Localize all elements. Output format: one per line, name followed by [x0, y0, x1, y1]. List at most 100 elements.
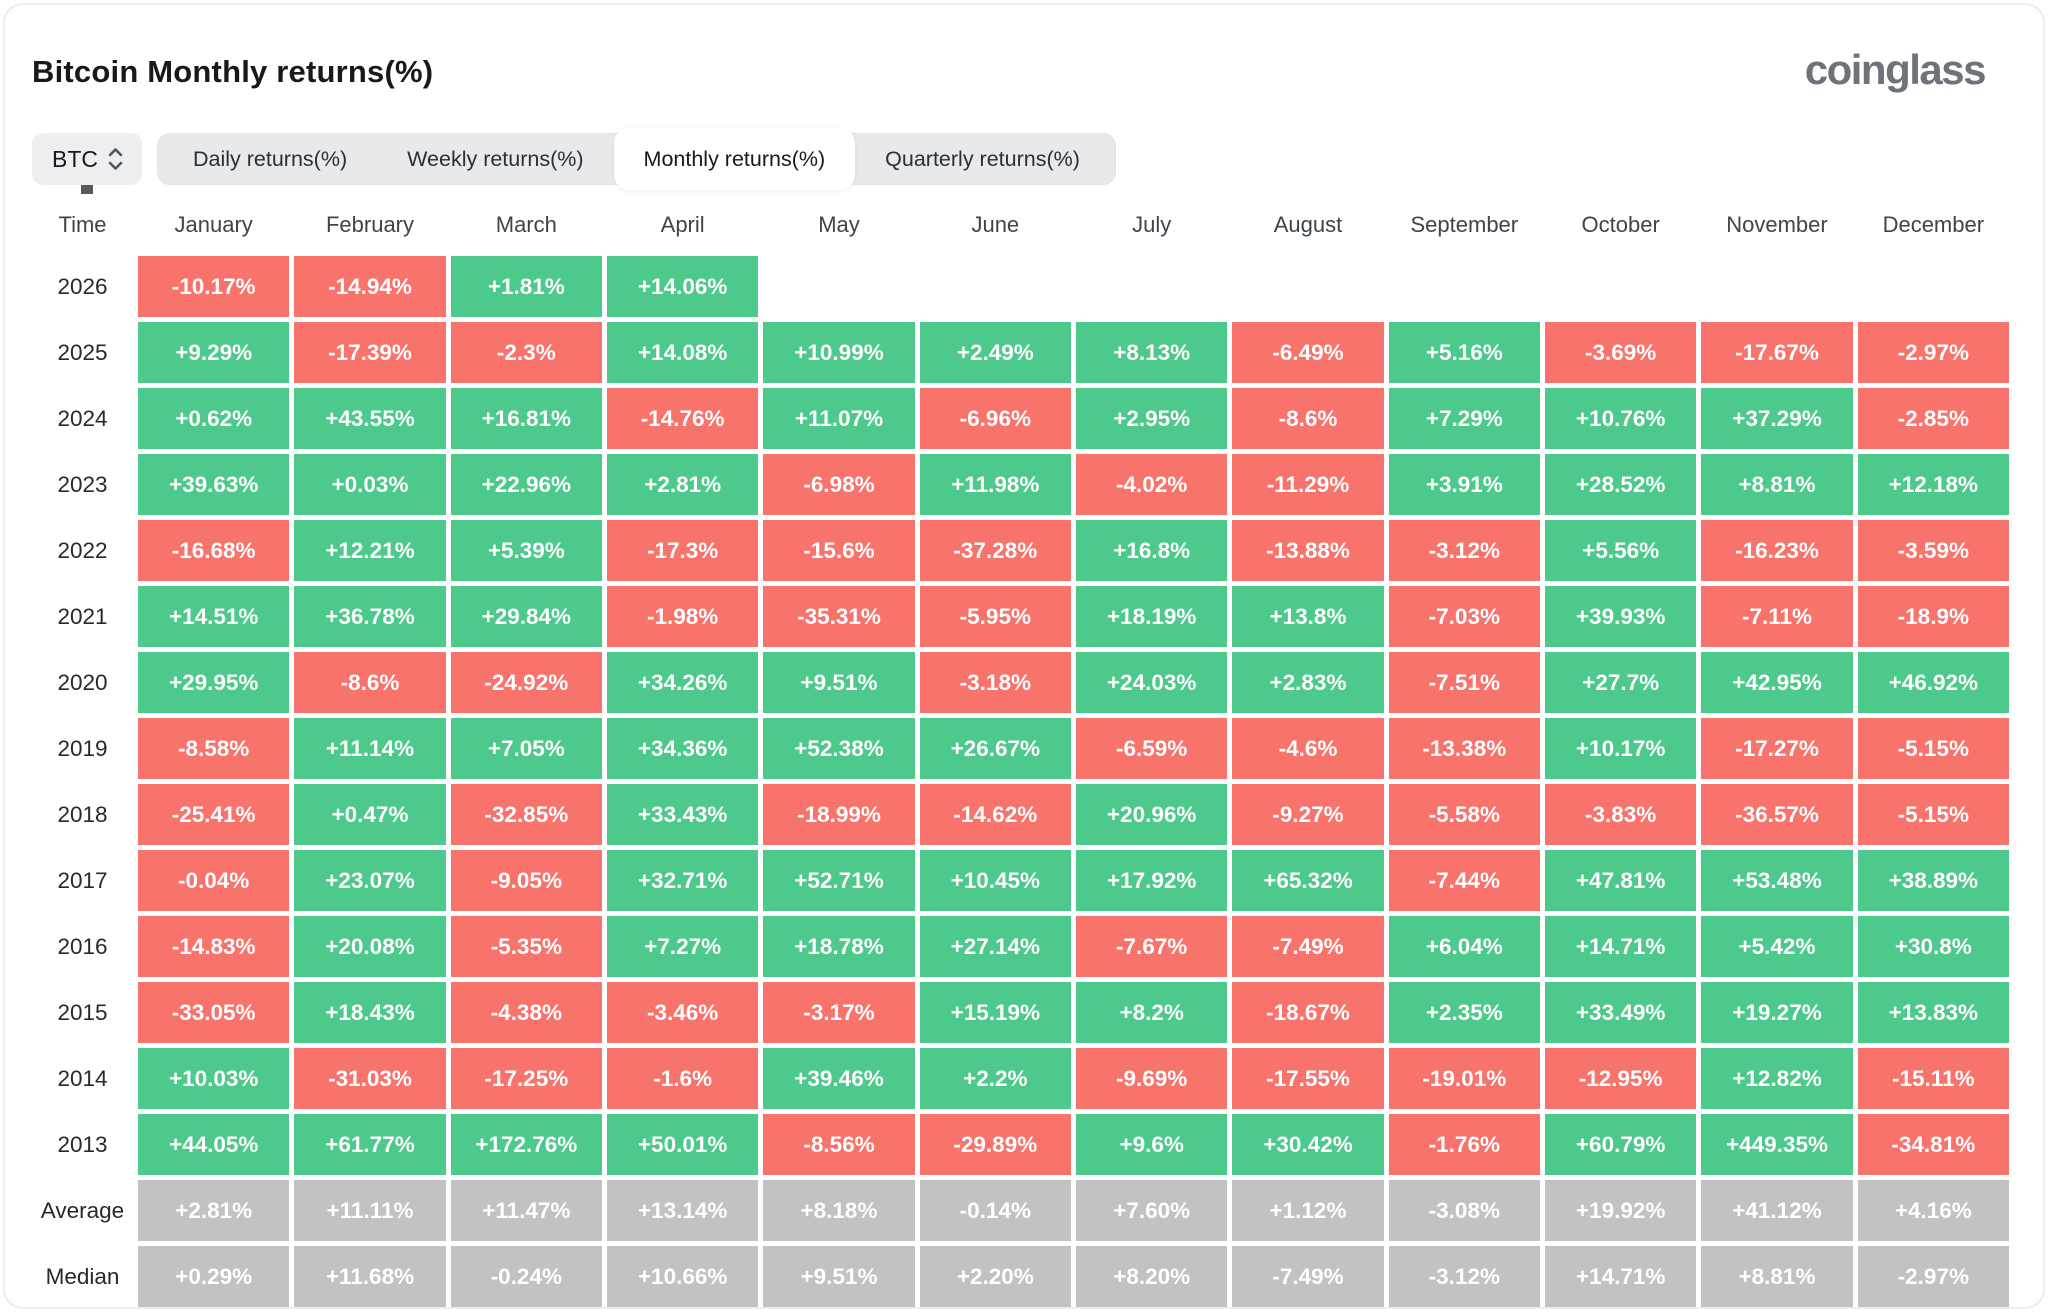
- return-cell: -3.69%: [1544, 322, 1697, 383]
- return-cell: +44.05%: [138, 1114, 290, 1175]
- page-title: Bitcoin Monthly returns(%): [32, 54, 434, 89]
- row-label: 2020: [57, 669, 108, 695]
- return-cell: +43.55%: [294, 388, 446, 449]
- return-cell: -7.51%: [1388, 652, 1540, 713]
- return-cell: +8.2%: [1075, 982, 1228, 1043]
- return-cell: +12.82%: [1701, 1048, 1853, 1109]
- return-cell: -3.08%: [1388, 1180, 1540, 1241]
- return-cell: -16.68%: [138, 520, 290, 581]
- return-cell: +12.21%: [294, 520, 446, 581]
- return-cell: +12.18%: [1857, 454, 2009, 515]
- return-cell: +9.29%: [138, 322, 290, 383]
- return-cell: -3.12%: [1388, 1246, 1540, 1307]
- return-cell: +18.43%: [294, 982, 446, 1043]
- return-cell: +61.77%: [294, 1114, 446, 1175]
- return-cell: -37.28%: [919, 520, 1071, 581]
- return-cell: +65.32%: [1232, 850, 1384, 911]
- return-cell: -5.58%: [1388, 784, 1540, 845]
- return-cell: +11.07%: [763, 388, 915, 449]
- return-cell: -18.9%: [1857, 586, 2009, 647]
- return-cell: -12.95%: [1544, 1048, 1697, 1109]
- return-cell: +2.49%: [919, 322, 1071, 383]
- return-cell: +17.92%: [1075, 850, 1228, 911]
- month-column-header: October: [1581, 212, 1660, 237]
- return-cell: -5.15%: [1857, 784, 2009, 845]
- row-label: 2014: [57, 1065, 108, 1091]
- month-column-header: June: [971, 212, 1020, 237]
- tab-weekly-returns[interactable]: Weekly returns(%): [407, 146, 584, 171]
- return-cell: -13.88%: [1232, 520, 1384, 581]
- return-cell: -17.67%: [1701, 322, 1853, 383]
- return-cell: -0.14%: [919, 1180, 1071, 1241]
- return-cell: -7.49%: [1232, 1246, 1384, 1307]
- empty-cell: [1545, 256, 1696, 317]
- return-cell: -18.99%: [763, 784, 915, 845]
- empty-cell: [763, 256, 914, 317]
- return-cell: +1.12%: [1232, 1180, 1384, 1241]
- return-cell: +449.35%: [1701, 1114, 1853, 1175]
- return-cell: +2.20%: [919, 1246, 1071, 1307]
- return-cell: +11.14%: [294, 718, 446, 779]
- return-cell: -1.76%: [1388, 1114, 1540, 1175]
- return-cell: +34.36%: [606, 718, 759, 779]
- return-cell: -5.35%: [450, 916, 602, 977]
- return-cell: +0.03%: [294, 454, 446, 515]
- return-cell: -2.97%: [1857, 322, 2009, 383]
- return-cell: +14.08%: [606, 322, 759, 383]
- return-cell: +9.6%: [1075, 1114, 1228, 1175]
- return-cell: -1.6%: [606, 1048, 759, 1109]
- empty-cell: [1858, 256, 2009, 317]
- return-cell: +0.62%: [138, 388, 290, 449]
- return-cell: +20.96%: [1075, 784, 1228, 845]
- return-cell: +13.8%: [1232, 586, 1384, 647]
- return-cell: -7.03%: [1388, 586, 1540, 647]
- return-cell: +7.29%: [1388, 388, 1540, 449]
- return-cell: +2.83%: [1232, 652, 1384, 713]
- return-cell: +5.56%: [1544, 520, 1697, 581]
- return-cell: -19.01%: [1388, 1048, 1540, 1109]
- return-cell: +52.71%: [763, 850, 915, 911]
- return-cell: +8.18%: [763, 1180, 915, 1241]
- return-cell: -34.81%: [1857, 1114, 2009, 1175]
- return-cell: +10.76%: [1544, 388, 1697, 449]
- return-cell: +1.81%: [450, 256, 602, 317]
- return-cell: -1.98%: [606, 586, 759, 647]
- month-column-header: December: [1882, 212, 1985, 237]
- tab-quarterly-returns[interactable]: Quarterly returns(%): [885, 146, 1080, 171]
- row-label: 2013: [57, 1131, 108, 1157]
- symbol-select[interactable]: BTC: [32, 133, 142, 194]
- return-cell: -35.31%: [763, 586, 915, 647]
- return-cell: +0.47%: [294, 784, 446, 845]
- return-cell: -17.27%: [1701, 718, 1853, 779]
- return-cell: +37.29%: [1701, 388, 1853, 449]
- return-cell: -6.96%: [919, 388, 1071, 449]
- tab-monthly-returns[interactable]: Monthly returns(%): [613, 128, 856, 190]
- return-cell: +38.89%: [1857, 850, 2009, 911]
- return-cell: +47.81%: [1544, 850, 1697, 911]
- row-label: 2015: [57, 999, 108, 1025]
- return-cell: -2.85%: [1857, 388, 2009, 449]
- tab-daily-returns[interactable]: Daily returns(%): [193, 146, 348, 171]
- return-cell: +29.95%: [138, 652, 290, 713]
- return-cell: +172.76%: [450, 1114, 602, 1175]
- return-cell: +50.01%: [606, 1114, 759, 1175]
- return-cell: -17.39%: [294, 322, 446, 383]
- return-cell: -4.02%: [1075, 454, 1228, 515]
- return-cell: -0.04%: [138, 850, 290, 911]
- return-cell: +39.63%: [138, 454, 290, 515]
- row-label: 2021: [57, 603, 108, 629]
- return-cell: +26.67%: [919, 718, 1071, 779]
- return-cell: +15.19%: [919, 982, 1071, 1043]
- return-cell: -24.92%: [450, 652, 602, 713]
- controls-row: BTC Daily returns(%) Weekly returns(%) M…: [32, 128, 2009, 194]
- return-cell: -8.56%: [763, 1114, 915, 1175]
- return-cell: +8.20%: [1075, 1246, 1228, 1307]
- return-cell: -2.97%: [1857, 1246, 2009, 1307]
- return-cell: +33.43%: [606, 784, 759, 845]
- return-cell: -6.98%: [763, 454, 915, 515]
- return-cell: +9.51%: [763, 1246, 915, 1307]
- return-cell: -9.27%: [1232, 784, 1384, 845]
- return-cell: -7.11%: [1701, 586, 1853, 647]
- row-label: Average: [40, 1197, 125, 1223]
- return-cell: +8.81%: [1701, 454, 1853, 515]
